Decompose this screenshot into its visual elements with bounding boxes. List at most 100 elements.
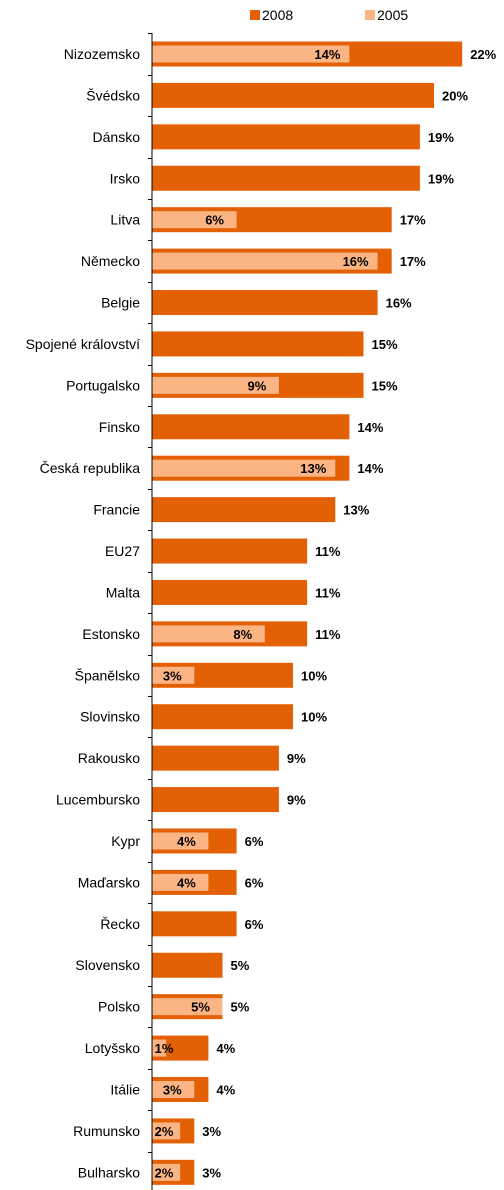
data-label-2008-bulharsko: 3% [202, 1165, 221, 1180]
data-label-2008-malta: 11% [315, 585, 341, 600]
category-label-polsko: Polsko [98, 999, 140, 1015]
data-label-2008-estonsko: 11% [315, 627, 341, 642]
category-label-eu27: EU27 [105, 543, 140, 559]
category-label-belgie: Belgie [101, 295, 140, 311]
category-label-nemecko: Německo [81, 253, 140, 269]
data-label-2008-eu27: 11% [315, 544, 341, 559]
bar-2005-litva [152, 211, 237, 229]
category-label-recko: Řecko [100, 916, 140, 932]
data-label-2008-nizozemsko: 22% [470, 47, 496, 62]
category-label-portugalsko: Portugalsko [66, 377, 140, 393]
category-label-bulharsko: Bulharsko [78, 1164, 140, 1180]
data-label-2005-bulharsko: 2% [155, 1165, 174, 1180]
legend-swatch-2005 [365, 10, 375, 20]
data-label-2008-kypr: 6% [245, 834, 264, 849]
data-label-2008-lotyssko: 4% [216, 1041, 235, 1056]
bar-2008-eu27 [152, 538, 308, 564]
category-label-lucembursko: Lucembursko [56, 792, 140, 808]
bar-2005-estonsko [152, 625, 265, 643]
bar-2005-bulharsko [152, 1163, 181, 1181]
bar-2005-italie [152, 1081, 195, 1098]
legend: 2008 2005 [250, 7, 408, 23]
data-label-2005-estonsko: 8% [233, 627, 252, 642]
legend-label-2008: 2008 [262, 7, 293, 23]
category-label-spanelsko: Španělsko [75, 667, 141, 683]
data-label-2005-madarsko: 4% [177, 875, 196, 890]
bar-2008-finsko [152, 414, 350, 440]
data-label-2008-rakousko: 9% [287, 751, 306, 766]
data-label-2008-ceska-republika: 14% [357, 461, 383, 476]
bar-2008-dansko [152, 124, 420, 150]
category-label-lotyssko: Lotyšsko [85, 1040, 140, 1056]
category-label-slovinsko: Slovinsko [80, 709, 140, 725]
data-label-2005-nizozemsko: 14% [314, 47, 340, 62]
category-label-irsko: Irsko [110, 170, 141, 186]
bar-2005-spanelsko [152, 666, 195, 684]
data-label-2008-svedsko: 20% [442, 88, 468, 103]
bar-2008-slovensko [152, 952, 223, 978]
bar-2005-madarsko [152, 873, 209, 891]
bar-2005-polsko [152, 998, 223, 1016]
data-label-2008-belgie: 16% [386, 296, 412, 311]
bar-2005-kypr [152, 832, 209, 850]
data-label-2008-slovinsko: 10% [301, 710, 327, 725]
data-label-2008-rumunsko: 3% [202, 1124, 221, 1139]
legend-swatch-2008 [250, 10, 260, 20]
category-label-italie: Itálie [110, 1082, 140, 1098]
category-label-spojene-kralovstvi: Spojené království [26, 336, 141, 352]
category-label-svedsko: Švédsko [86, 87, 140, 103]
data-label-2008-portugalsko: 15% [372, 378, 398, 393]
bar-2005-nemecko [152, 252, 378, 270]
bar-2008-rakousko [152, 745, 279, 771]
data-label-2008-recko: 6% [245, 917, 264, 932]
bar-2008-slovinsko [152, 704, 293, 730]
category-label-malta: Malta [106, 584, 140, 600]
bar-2008-recko [152, 911, 237, 937]
legend-label-2005: 2005 [377, 7, 408, 23]
data-label-2005-polsko: 5% [191, 1000, 210, 1015]
category-label-madarsko: Maďarsko [78, 874, 141, 890]
category-label-francie: Francie [93, 502, 140, 518]
data-label-2005-spanelsko: 3% [163, 668, 182, 683]
category-label-slovensko: Slovensko [75, 957, 140, 973]
data-label-2008-madarsko: 6% [245, 875, 264, 890]
data-label-2008-nemecko: 17% [400, 254, 426, 269]
category-axis: Nizozemsko Švédsko Dánsko Irsko Litva Německo… [26, 33, 153, 1190]
category-label-rumunsko: Rumunsko [73, 1123, 140, 1139]
category-label-finsko: Finsko [99, 419, 140, 435]
data-label-2005-italie: 3% [163, 1083, 182, 1098]
category-label-nizozemsko: Nizozemsko [64, 46, 140, 62]
data-label-2008-spojene-kralovstvi: 15% [372, 337, 398, 352]
data-label-2008-lucembursko: 9% [287, 793, 306, 808]
bar-2008-spojene-kralovstvi [152, 331, 364, 357]
bar-2005-ceska-republika [152, 459, 336, 477]
data-label-2008-finsko: 14% [357, 420, 383, 435]
data-label-2005-kypr: 4% [177, 834, 196, 849]
data-label-2008-italie: 4% [216, 1083, 235, 1098]
category-label-rakousko: Rakousko [78, 750, 140, 766]
data-label-2005-nemecko: 16% [343, 254, 369, 269]
data-label-2008-litva: 17% [400, 213, 426, 228]
bar-2008-belgie [152, 290, 378, 316]
data-label-2005-litva: 6% [205, 213, 224, 228]
bar-2005-rumunsko [152, 1122, 181, 1140]
bar-2005-nizozemsko [152, 45, 350, 63]
data-label-2008-dansko: 19% [428, 130, 454, 145]
bar-2008-lucembursko [152, 787, 279, 813]
bar-2008-francie [152, 497, 336, 523]
category-label-litva: Litva [110, 212, 140, 228]
bar-2005-lotyssko [152, 1039, 167, 1057]
data-label-2008-spanelsko: 10% [301, 668, 327, 683]
category-label-kypr: Kypr [111, 833, 140, 849]
data-label-2008-slovensko: 5% [231, 958, 250, 973]
category-label-ceska-republika: Česká republika [40, 460, 141, 476]
data-label-2008-francie: 13% [343, 503, 369, 518]
data-label-2005-ceska-republika: 13% [300, 461, 326, 476]
data-label-2005-portugalsko: 9% [248, 378, 267, 393]
bar-2008-svedsko [152, 82, 434, 108]
category-label-estonsko: Estonsko [82, 626, 140, 642]
data-label-2008-irsko: 19% [428, 171, 454, 186]
data-label-2005-lotyssko: 1% [155, 1041, 174, 1056]
bar-2005-portugalsko [152, 376, 279, 394]
